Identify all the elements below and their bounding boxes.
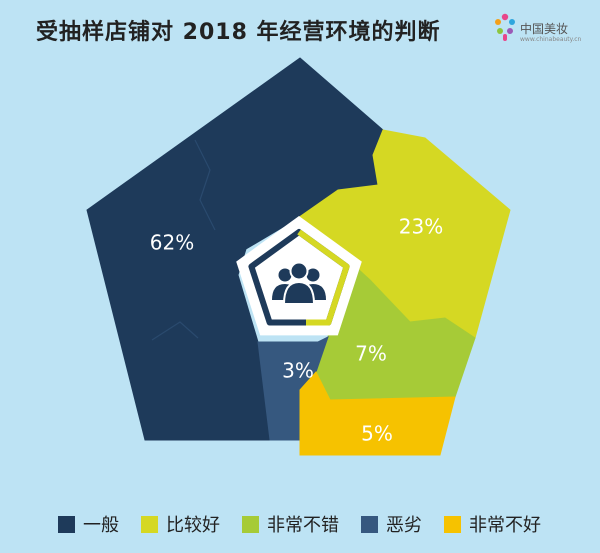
brand-logo-icon <box>495 13 515 41</box>
legend-swatch <box>242 515 259 533</box>
data-label-yiban: 62% <box>150 231 194 255</box>
center-ring-accent <box>297 229 350 326</box>
legend-swatch <box>361 515 378 533</box>
legend-label: 非常不错 <box>267 515 339 536</box>
data-label-feichangbucuo: 7% <box>355 342 387 366</box>
legend-swatch <box>444 515 461 533</box>
pentagon-chart: 62% 23% 7% 3% 5% <box>86 57 511 456</box>
legend-label: 一般 <box>83 515 119 536</box>
data-label-feichangbuhao: 5% <box>361 422 393 446</box>
legend-item-yiban: 一般 <box>58 511 119 537</box>
legend-item-feichangbuhao: 非常不好 <box>444 511 541 537</box>
legend-swatch <box>141 515 158 533</box>
legend-swatch <box>58 515 75 533</box>
users-group-icon <box>272 261 326 305</box>
chart-title: 受抽样店铺对 2018 年经营环境的判断 <box>36 20 441 45</box>
chart-legend: 一般 比较好 非常不错 恶劣 非常不好 <box>58 511 563 537</box>
brand-logo: 中国美妆 www.chinabeauty.cn <box>492 12 592 48</box>
brand-logo-text: 中国美妆 <box>520 22 569 36</box>
legend-item-eli: 恶劣 <box>361 511 422 537</box>
data-label-bijiaohao: 23% <box>399 215 443 239</box>
legend-label: 恶劣 <box>386 515 422 536</box>
legend-item-feichangbucuo: 非常不错 <box>242 511 339 537</box>
legend-label: 比较好 <box>166 515 220 536</box>
legend-item-bijiaohao: 比较好 <box>141 511 220 537</box>
region-seam-lines <box>151 139 216 341</box>
data-label-eli: 3% <box>282 359 314 383</box>
brand-logo-url: www.chinabeauty.cn <box>520 36 582 43</box>
region-feichangbuhao <box>299 371 456 456</box>
legend-label: 非常不好 <box>469 515 541 536</box>
